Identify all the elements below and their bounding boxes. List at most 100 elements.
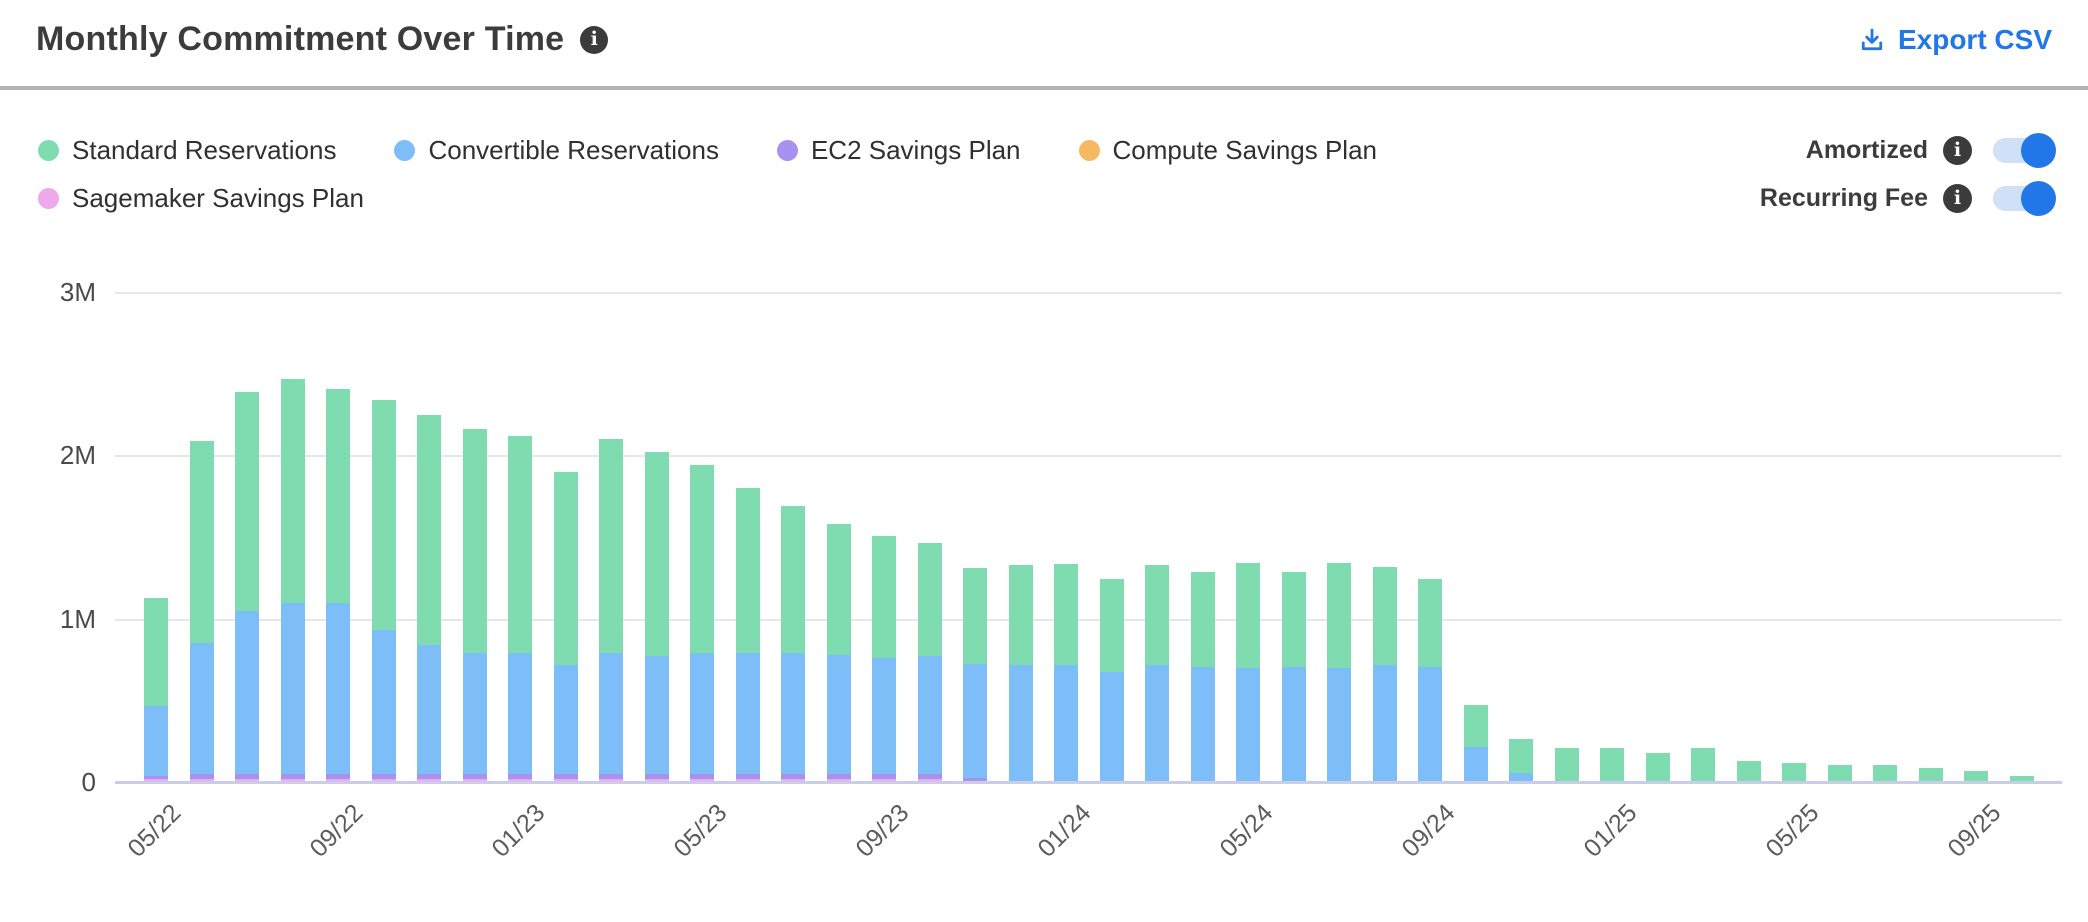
bar-03/24[interactable] <box>1145 565 1169 781</box>
bar-segment[interactable] <box>1327 668 1351 781</box>
bar-segment[interactable] <box>1600 748 1624 781</box>
bar-segment[interactable] <box>917 774 942 779</box>
bar-segment[interactable] <box>326 774 350 779</box>
bar-segment[interactable] <box>1509 773 1533 781</box>
bar-segment[interactable] <box>690 774 714 779</box>
bar-segment[interactable] <box>599 439 623 653</box>
bar-segment[interactable] <box>1145 565 1169 665</box>
bar-segment[interactable] <box>235 779 259 781</box>
bar-06/24[interactable] <box>1281 572 1306 781</box>
bar-segment[interactable] <box>644 779 669 781</box>
bar-segment[interactable] <box>1554 748 1579 781</box>
bar-04/23[interactable] <box>644 452 669 781</box>
bar-segment[interactable] <box>553 665 578 774</box>
bar-segment[interactable] <box>1827 765 1852 781</box>
bar-10/22[interactable] <box>371 400 396 781</box>
bar-segment[interactable] <box>144 776 168 779</box>
bar-08/25[interactable] <box>1918 768 1943 781</box>
bar-segment[interactable] <box>462 779 487 781</box>
bar-05/24[interactable] <box>1236 563 1260 781</box>
bar-segment[interactable] <box>508 779 532 781</box>
bar-segment[interactable] <box>917 779 942 781</box>
bar-segment[interactable] <box>326 603 350 774</box>
bar-segment[interactable] <box>599 653 623 774</box>
bar-segment[interactable] <box>917 543 942 656</box>
bar-segment[interactable] <box>189 779 214 781</box>
bar-segment[interactable] <box>644 452 669 656</box>
bar-segment[interactable] <box>280 779 305 781</box>
bar-segment[interactable] <box>462 774 487 779</box>
bar-03/25[interactable] <box>1691 748 1715 781</box>
bar-01/25[interactable] <box>1600 748 1624 781</box>
bar-02/25[interactable] <box>1645 753 1670 781</box>
bar-segment[interactable] <box>280 379 305 603</box>
bar-12/24[interactable] <box>1554 748 1579 781</box>
bar-segment[interactable] <box>826 655 851 774</box>
bar-segment[interactable] <box>599 774 623 779</box>
bar-09/25[interactable] <box>1964 771 1988 781</box>
bar-07/22[interactable] <box>235 392 259 781</box>
bar-segment[interactable] <box>1736 761 1761 781</box>
bar-segment[interactable] <box>462 429 487 653</box>
bar-segment[interactable] <box>781 506 805 653</box>
bar-01/24[interactable] <box>1054 564 1078 781</box>
bar-05/22[interactable] <box>144 598 168 781</box>
bar-segment[interactable] <box>1190 572 1215 667</box>
bar-segment[interactable] <box>371 779 396 781</box>
bar-segment[interactable] <box>508 774 532 779</box>
bar-segment[interactable] <box>1008 565 1033 665</box>
bar-03/23[interactable] <box>599 439 623 781</box>
bar-02/24[interactable] <box>1099 579 1124 781</box>
bar-segment[interactable] <box>735 488 760 653</box>
bar-segment[interactable] <box>553 774 578 779</box>
bar-08/22[interactable] <box>280 379 305 781</box>
bar-segment[interactable] <box>462 653 487 774</box>
bar-segment[interactable] <box>553 779 578 781</box>
bar-segment[interactable] <box>599 779 623 781</box>
bar-04/25[interactable] <box>1736 761 1761 781</box>
bar-segment[interactable] <box>1463 705 1488 747</box>
bar-segment[interactable] <box>144 706 168 776</box>
bar-10/23[interactable] <box>917 543 942 781</box>
bar-segment[interactable] <box>690 653 714 774</box>
bar-segment[interactable] <box>1463 747 1488 781</box>
bar-segment[interactable] <box>1918 768 1943 781</box>
bar-09/22[interactable] <box>326 389 350 781</box>
bar-segment[interactable] <box>1782 763 1806 781</box>
bar-segment[interactable] <box>826 779 851 781</box>
bar-06/25[interactable] <box>1827 765 1852 781</box>
bar-segment[interactable] <box>371 774 396 779</box>
bar-segment[interactable] <box>781 774 805 779</box>
amortized-switch[interactable] <box>1993 132 2056 168</box>
bar-07/25[interactable] <box>1873 765 1897 781</box>
legend-item[interactable]: EC2 Savings Plan <box>776 135 1021 166</box>
bar-segment[interactable] <box>326 389 350 603</box>
bar-07/23[interactable] <box>781 506 805 781</box>
bar-06/23[interactable] <box>735 488 760 781</box>
bar-02/23[interactable] <box>553 472 578 781</box>
bar-segment[interactable] <box>1236 668 1260 781</box>
bar-segment[interactable] <box>1281 572 1306 667</box>
bar-segment[interactable] <box>553 472 578 665</box>
bar-segment[interactable] <box>1054 665 1078 781</box>
bar-08/23[interactable] <box>826 524 851 781</box>
bar-segment[interactable] <box>735 779 760 781</box>
bar-segment[interactable] <box>735 774 760 779</box>
bar-segment[interactable] <box>280 603 305 774</box>
bar-11/22[interactable] <box>417 415 441 781</box>
bar-segment[interactable] <box>1509 739 1533 773</box>
bar-segment[interactable] <box>235 392 259 611</box>
bar-05/25[interactable] <box>1782 763 1806 781</box>
bar-segment[interactable] <box>1418 667 1442 781</box>
bar-segment[interactable] <box>872 536 896 658</box>
bar-12/23[interactable] <box>1008 565 1033 781</box>
legend-item[interactable]: Sagemaker Savings Plan <box>38 183 364 214</box>
bar-segment[interactable] <box>417 774 441 779</box>
bar-segment[interactable] <box>371 630 396 774</box>
bar-11/24[interactable] <box>1509 739 1533 781</box>
bar-09/23[interactable] <box>872 536 896 781</box>
bar-segment[interactable] <box>1099 579 1124 672</box>
bar-segment[interactable] <box>735 653 760 774</box>
bar-segment[interactable] <box>2009 776 2034 781</box>
bar-10/25[interactable] <box>2009 776 2034 781</box>
